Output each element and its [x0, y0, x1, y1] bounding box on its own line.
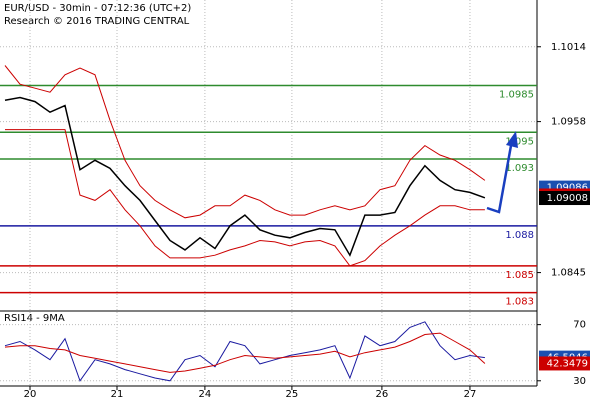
y-tick-label: 1.0958	[551, 117, 586, 128]
series-line	[4, 332, 486, 373]
rsi-title: RSI14 - 9MA	[4, 313, 65, 324]
level-label: 1.083	[505, 297, 534, 308]
price-marker-label: 42.3479	[547, 358, 588, 369]
level-label: 1.0985	[499, 90, 534, 101]
series-line	[4, 96, 486, 257]
x-tick-label: 27	[464, 389, 477, 400]
forecast-arrow	[486, 131, 518, 214]
y-tick-label: 70	[573, 320, 586, 331]
price-marker-label: 1.09086	[547, 183, 588, 194]
y-tick-label: 30	[573, 376, 586, 387]
chart-title: EUR/USD - 30min - 07:12:36 (UTC+2)	[4, 3, 191, 14]
x-tick-label: 25	[286, 389, 299, 400]
x-tick-label: 20	[24, 389, 37, 400]
y-tick-label: 1.1014	[551, 42, 586, 53]
level-label: 1.093	[505, 163, 534, 174]
x-tick-label: 26	[376, 389, 389, 400]
y-tick-label: 1.0845	[551, 268, 586, 279]
level-label: 1.085	[505, 270, 534, 281]
level-label: 1.088	[505, 230, 534, 241]
price-marker	[539, 356, 590, 371]
x-tick-label: 21	[111, 389, 124, 400]
series-line	[4, 321, 485, 382]
chart-subtitle: Research © 2016 TRADING CENTRAL	[4, 16, 190, 27]
price-marker	[539, 191, 590, 206]
series-line	[4, 65, 486, 219]
level-label: 1.095	[505, 136, 534, 147]
x-tick-label: 24	[199, 389, 212, 400]
series-line	[5, 129, 485, 267]
price-marker-label: 1.09008	[547, 193, 588, 204]
